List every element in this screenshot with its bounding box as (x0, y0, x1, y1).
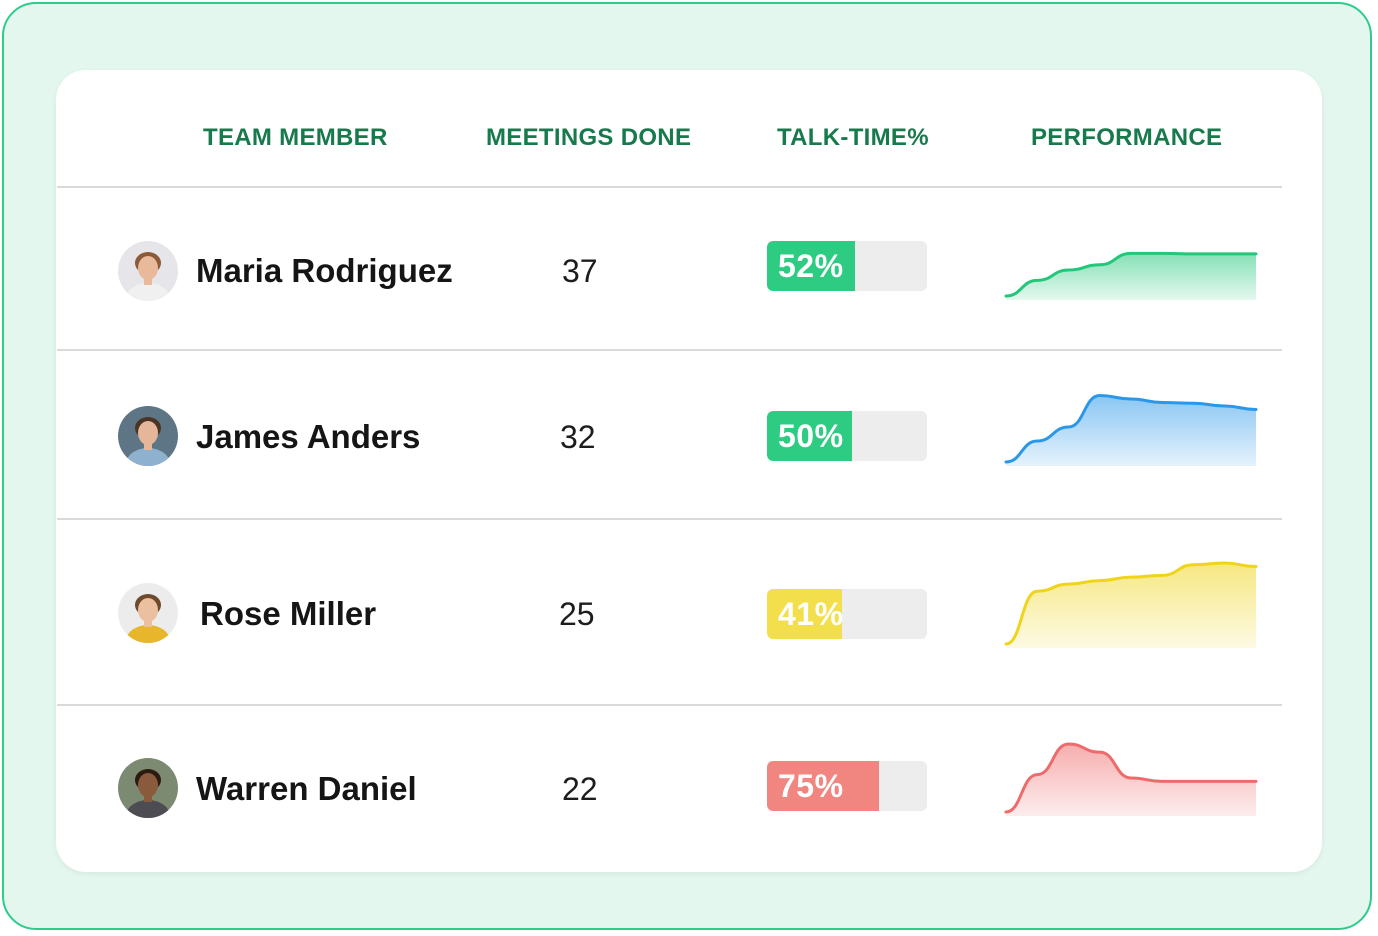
meetings-count: 25 (559, 596, 595, 632)
meetings-count: 22 (562, 771, 598, 807)
avatar-shirt (126, 800, 170, 818)
row-divider (57, 518, 1282, 520)
talk-time-label: 75% (778, 768, 844, 804)
avatar[interactable] (118, 406, 178, 466)
header-team-member[interactable]: TEAM MEMBER (203, 124, 388, 151)
avatar-face (138, 773, 158, 797)
sparkline-line (1004, 251, 1258, 298)
avatar-photo (118, 758, 178, 818)
performance-sparkline[interactable] (1000, 240, 1262, 300)
avatar-shirt (126, 448, 170, 466)
talk-time-bar: 41% (767, 589, 927, 639)
talk-time-label: 50% (778, 418, 844, 454)
performance-sparkline[interactable] (1000, 388, 1262, 466)
avatar-shirt (126, 625, 170, 643)
header-meetings-done[interactable]: MEETINGS DONE (486, 124, 692, 151)
talk-time-bar-fill (767, 411, 852, 461)
member-name: Rose Miller (200, 595, 377, 632)
sparkline-area (1006, 253, 1256, 300)
avatar[interactable] (118, 241, 178, 301)
header-talk-time[interactable]: TALK-TIME% (777, 124, 929, 151)
sparkline-area (1006, 744, 1256, 816)
member-name: James Anders (196, 418, 421, 455)
talk-time-bar-fill (767, 589, 843, 639)
sparkline-line (1004, 394, 1258, 464)
sparkline-line (1004, 742, 1258, 814)
row-divider (57, 704, 1282, 706)
row-divider (57, 349, 1282, 351)
avatar-face (138, 256, 158, 280)
talk-time-bar: 52% (767, 241, 927, 291)
meetings-count: 37 (562, 253, 598, 289)
talk-time-bar: 75% (767, 761, 927, 811)
avatar[interactable] (118, 758, 178, 818)
talk-time-bar: 50% (767, 411, 927, 461)
performance-sparkline[interactable] (1000, 740, 1262, 816)
member-name: Warren Daniel (196, 770, 417, 807)
avatar-face (138, 421, 158, 445)
member-name: Maria Rodriguez (196, 252, 453, 289)
header-performance[interactable]: PERFORMANCE (1031, 124, 1223, 151)
avatar-photo (118, 241, 178, 301)
performance-sparkline[interactable] (1000, 552, 1262, 648)
avatar-face (138, 598, 158, 622)
avatar-photo (118, 406, 178, 466)
header-divider (57, 186, 1282, 188)
sparkline-line (1004, 561, 1258, 646)
avatar-shirt (126, 283, 170, 301)
sparkline-area (1006, 395, 1256, 466)
meetings-count: 32 (560, 419, 596, 455)
avatar-photo (118, 583, 178, 643)
talk-time-label: 52% (778, 248, 844, 284)
team-performance-card (56, 70, 1322, 872)
avatar[interactable] (118, 583, 178, 643)
talk-time-bar-fill (767, 241, 855, 291)
talk-time-label: 41% (778, 596, 844, 632)
talk-time-bar-fill (767, 761, 879, 811)
